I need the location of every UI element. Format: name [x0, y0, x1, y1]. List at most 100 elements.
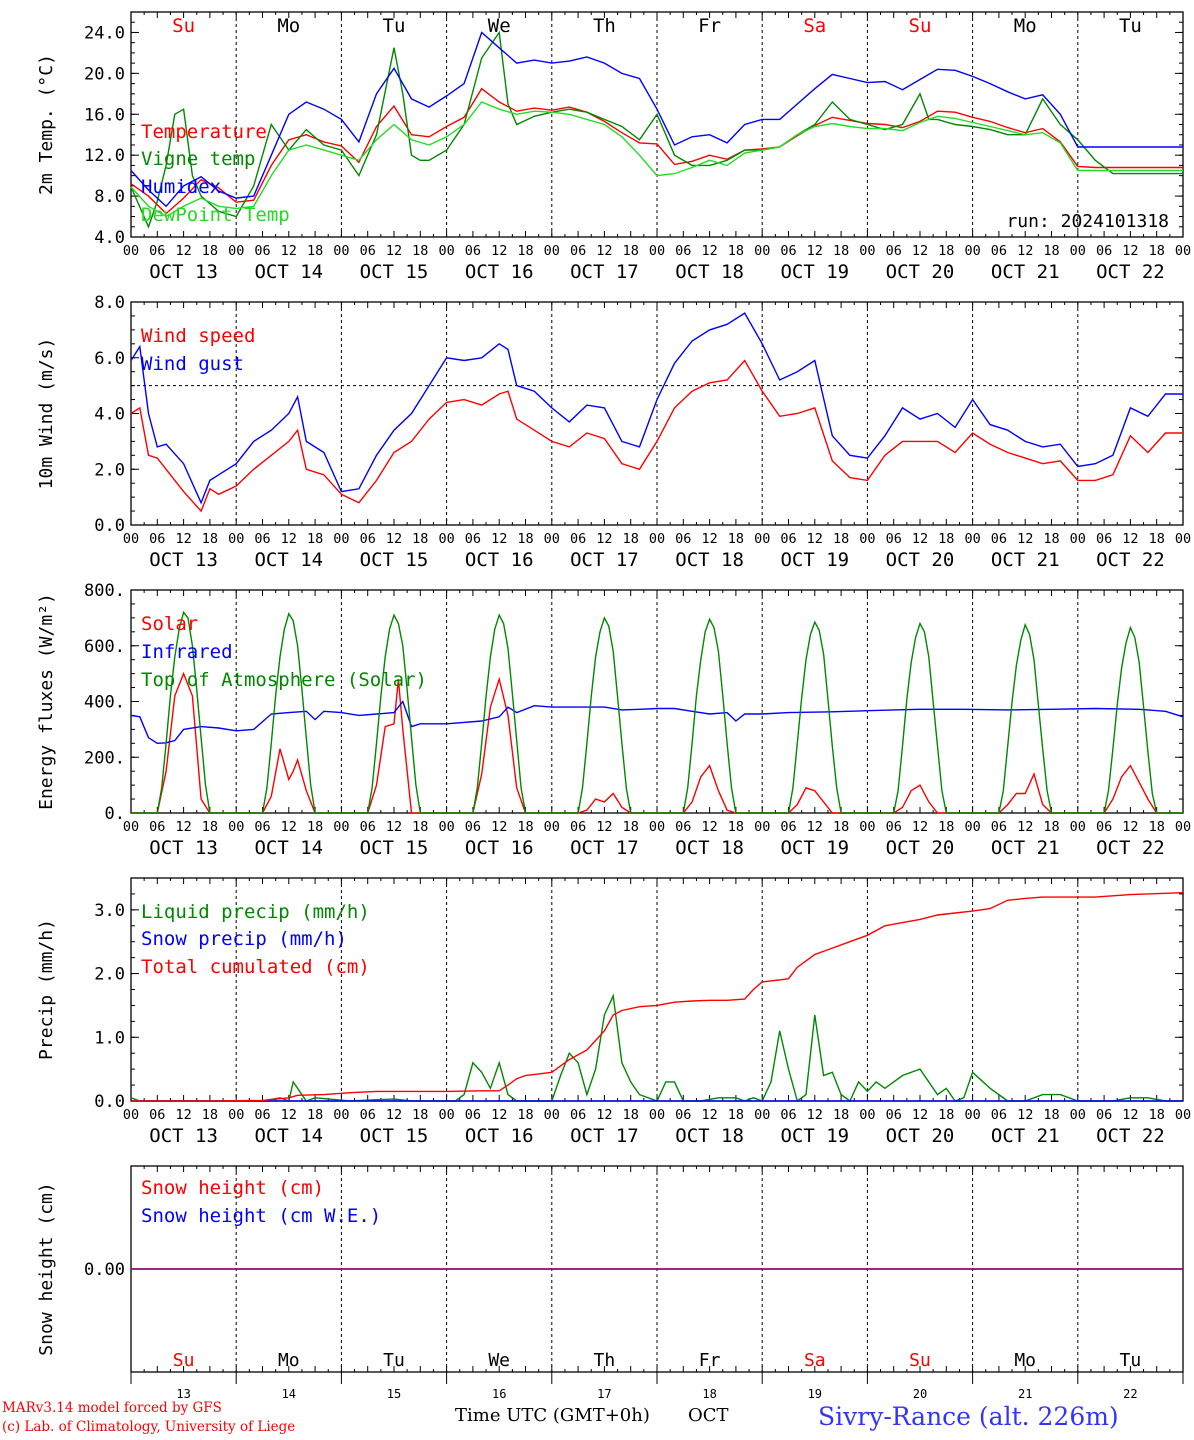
y-axis-label: 2m Temp. (°C): [36, 54, 57, 195]
y-axis-label: Precip (mm/h): [36, 919, 57, 1060]
hour-tick-label: 06: [991, 531, 1007, 547]
date-label: OCT 21: [991, 261, 1060, 283]
date-label: OCT 18: [675, 549, 744, 571]
hour-tick-label: 06: [254, 243, 270, 259]
hour-tick-label: 18: [623, 1107, 639, 1123]
legend-entry: DewPoint Temp: [141, 204, 290, 226]
hour-tick-label: 12: [701, 243, 717, 259]
hour-tick-label: 06: [465, 243, 481, 259]
hour-tick-label: 18: [938, 531, 954, 547]
series-line: [130, 101, 1183, 218]
panel-4: 0.0 1.0 2.0 3.0 Precip (mm/h) Liquid precip (…: [36, 877, 1191, 1147]
hour-tick-label: 00: [1175, 1107, 1191, 1123]
series-line: [130, 30, 1183, 229]
hour-tick-label: 18: [517, 1107, 533, 1123]
date-label: OCT 14: [254, 837, 323, 859]
hour-tick-label: 12: [386, 243, 402, 259]
y-tick-label: 16.0: [84, 105, 125, 125]
hour-tick-label: 00: [544, 819, 560, 835]
hour-tick-label: 18: [517, 243, 533, 259]
date-label: OCT 19: [780, 549, 849, 571]
hour-tick-label: 12: [175, 531, 191, 547]
hour-tick-label: 06: [360, 819, 376, 835]
hour-tick-label: 18: [833, 531, 849, 547]
hour-tick-label: 18: [728, 819, 744, 835]
hour-tick-label: 00: [964, 531, 980, 547]
hour-tick-label: 06: [570, 1107, 586, 1123]
hour-tick-label: 12: [175, 243, 191, 259]
hour-tick-label: 12: [701, 1107, 717, 1123]
hour-tick-label: 12: [1017, 819, 1033, 835]
date-label: OCT 21: [991, 837, 1060, 859]
hour-tick-label: 12: [491, 243, 507, 259]
date-label: OCT 20: [886, 837, 955, 859]
legend-entry: Snow height (cm W.E.): [141, 1205, 381, 1227]
hour-tick-label: 12: [701, 819, 717, 835]
hour-tick-label: 18: [1149, 531, 1165, 547]
hour-tick-label: 06: [780, 1107, 796, 1123]
hour-tick-label: 18: [307, 1107, 323, 1123]
hour-tick-label: 00: [438, 1107, 454, 1123]
date-label: OCT 22: [1096, 837, 1165, 859]
y-tick-label: 20.0: [84, 64, 125, 84]
weekday-label: We: [488, 1350, 510, 1371]
hour-tick-label: 18: [1043, 819, 1059, 835]
date-label: OCT 15: [360, 261, 429, 283]
hour-tick-label: 12: [175, 1107, 191, 1123]
hour-tick-label: 18: [623, 531, 639, 547]
hour-tick-label: 12: [281, 243, 297, 259]
hour-tick-label: 00: [1070, 531, 1086, 547]
hour-tick-label: 18: [1149, 243, 1165, 259]
day-number-label: 15: [387, 1387, 401, 1401]
day-number-label: 22: [1123, 1387, 1137, 1401]
y-tick-label: 6.0: [94, 349, 125, 369]
legend-entry: Top of Atmosphere (Solar): [141, 669, 427, 691]
station-label: Sivry-Rance (alt. 226m): [818, 1402, 1119, 1431]
hour-tick-label: 00: [754, 243, 770, 259]
y-tick-label: 4.0: [94, 228, 125, 248]
date-label: OCT 13: [149, 549, 218, 571]
date-label: OCT 16: [465, 549, 534, 571]
date-label: OCT 15: [360, 549, 429, 571]
hour-tick-label: 18: [517, 531, 533, 547]
weekday-label: Su: [173, 1350, 195, 1371]
hour-tick-label: 18: [623, 243, 639, 259]
hour-tick-label: 06: [465, 1107, 481, 1123]
hour-tick-label: 00: [1175, 819, 1191, 835]
hour-tick-label: 00: [1175, 531, 1191, 547]
hour-tick-label: 18: [307, 819, 323, 835]
hour-tick-label: 06: [570, 243, 586, 259]
hour-tick-label: 00: [544, 1107, 560, 1123]
x-axis-month: OCT: [688, 1405, 729, 1426]
panel-5: 0.00 Snow height (cm) Snow height (cm) Snow…: [36, 1165, 1184, 1401]
hour-tick-label: 12: [1017, 243, 1033, 259]
hour-tick-label: 18: [202, 531, 218, 547]
day-number-label: 16: [492, 1387, 506, 1401]
hour-tick-label: 12: [912, 1107, 928, 1123]
series-line: [131, 610, 1183, 814]
y-tick-label: 24.0: [84, 23, 125, 43]
hour-tick-label: 00: [649, 243, 665, 259]
weekday-label: Mo: [277, 15, 300, 37]
y-tick-label: 200.: [84, 748, 125, 768]
chart-panels: 4.0 8.0 12.0 16.0 20.0 24.0 2m Temp. (°C) Tempe…: [36, 11, 1191, 1401]
hour-tick-label: 18: [728, 1107, 744, 1123]
hour-tick-label: 18: [307, 243, 323, 259]
hour-tick-label: 06: [360, 531, 376, 547]
panel-1: 4.0 8.0 12.0 16.0 20.0 24.0 2m Temp. (°C) Tempe…: [36, 11, 1191, 283]
date-label: OCT 18: [675, 837, 744, 859]
hour-tick-label: 18: [833, 819, 849, 835]
hour-tick-label: 12: [1122, 1107, 1138, 1123]
date-label: OCT 14: [254, 549, 323, 571]
hour-tick-label: 00: [1070, 243, 1086, 259]
hour-tick-label: 06: [465, 531, 481, 547]
legend-entry: Humidex: [141, 176, 221, 198]
hour-tick-label: 18: [833, 1107, 849, 1123]
date-label: OCT 21: [991, 1125, 1060, 1147]
hour-tick-label: 06: [1096, 531, 1112, 547]
hour-tick-label: 06: [254, 1107, 270, 1123]
date-label: OCT 22: [1096, 261, 1165, 283]
date-label: OCT 20: [886, 261, 955, 283]
hour-tick-label: 00: [859, 819, 875, 835]
legend-entry: Snow precip (mm/h): [141, 928, 347, 950]
